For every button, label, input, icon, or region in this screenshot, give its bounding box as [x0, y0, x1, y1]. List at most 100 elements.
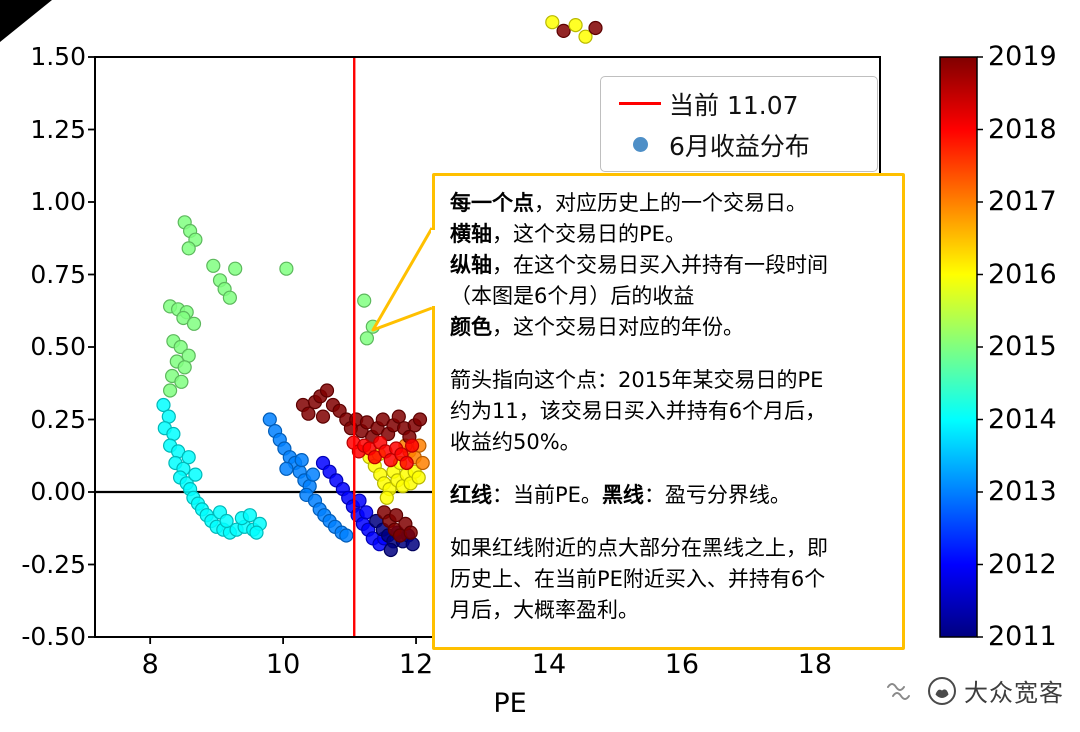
y-tick-label: 0.50 — [30, 332, 86, 361]
red-line-swatch — [619, 102, 661, 105]
scatter-point — [279, 461, 294, 476]
y-tick-label: 0.25 — [30, 404, 86, 434]
scatter-point — [359, 415, 374, 430]
annotation-line: （本图是6个月）后的收益 — [450, 284, 695, 308]
scatter-point — [228, 261, 243, 276]
colorbar-tick-label: 2013 — [988, 476, 1057, 507]
y-tick-label: 0.00 — [30, 477, 86, 506]
corner-fold-decoration — [0, 0, 52, 42]
scatter-point — [383, 542, 398, 558]
scatter-point — [181, 241, 196, 256]
scatter-point — [249, 525, 264, 540]
legend-label: 6月收益分布 — [669, 131, 810, 161]
annotation-line: 收益约50%。 — [450, 430, 581, 454]
scatter-point — [359, 505, 374, 520]
x-tick-label: 8 — [141, 649, 159, 680]
scatter-point — [405, 537, 420, 552]
scatter-point — [181, 450, 196, 465]
scatter-point — [568, 18, 583, 33]
scatter-point — [367, 450, 382, 465]
scatter-point — [379, 490, 394, 505]
annotation-line: 箭头指向这个点：2015年某交易日的PE — [450, 368, 824, 392]
annotation-line: 红线：当前PE。黑线：盈亏分界线。 — [450, 483, 791, 507]
annotation-text: 每一个点，对应历史上的一个交易日。 横轴，这个交易日的PE。纵轴，在这个交易日买入… — [450, 188, 887, 626]
scatter-point — [188, 467, 203, 482]
blue-dot-swatch — [632, 137, 648, 152]
x-tick-label: 14 — [531, 649, 567, 680]
scatter-point — [578, 29, 593, 44]
scatter-point — [174, 374, 189, 389]
y-tick-label: -0.25 — [21, 549, 86, 579]
scatter-point — [405, 438, 420, 453]
scatter-point — [556, 23, 571, 38]
scatter-point — [163, 383, 178, 398]
colorbar-tick-label: 2016 — [988, 258, 1057, 290]
wave-icon — [887, 682, 910, 700]
scatter-point — [305, 467, 321, 482]
scatter-point — [173, 339, 188, 355]
colorbar-tick-label: 2011 — [988, 621, 1057, 652]
scatter-point — [339, 528, 354, 543]
scatter-point — [177, 360, 192, 375]
y-tick-label: -0.50 — [21, 622, 86, 651]
scatter-point — [352, 493, 367, 508]
annotation-line: 横轴，这个交易日的PE。 — [450, 222, 686, 246]
colorbar-tick-label: 2017 — [988, 186, 1057, 217]
x-tick-label: 10 — [265, 649, 301, 680]
scatter-point — [319, 383, 335, 398]
y-tick-label: 1.50 — [30, 42, 86, 71]
legend-dot-marker — [611, 137, 669, 152]
annotation-line: 历史上、在当前PE附近买入、并持有6个 — [450, 567, 826, 591]
colorbar-tick-label: 2019 — [988, 41, 1057, 72]
x-tick-label: 18 — [797, 649, 833, 680]
annotation-line: 纵轴，在这个交易日买入并持有一段时间 — [450, 253, 828, 277]
annotation-line: 每一个点，对应历史上的一个交易日。 — [450, 191, 807, 215]
scatter-point — [357, 293, 372, 308]
watermark: 大众宽客 — [886, 673, 1064, 708]
annotation-line — [450, 511, 887, 533]
legend-label: 当前 11.07 — [669, 90, 799, 120]
brand-logo-icon — [928, 676, 956, 705]
annotation-line — [450, 458, 887, 480]
x-tick-label: 12 — [398, 649, 434, 680]
scatter-point — [403, 525, 418, 540]
legend-item: 6月收益分布 — [611, 124, 867, 165]
scatter-point — [389, 508, 404, 523]
scatter-point — [279, 261, 294, 276]
scatter-point — [176, 310, 191, 326]
brand-name: 大众宽客 — [964, 679, 1064, 707]
scatter-point — [262, 412, 277, 427]
annotation-line: 颜色，这个交易日对应的年份。 — [450, 315, 744, 339]
annotation-line: 约为11，该交易日买入并持有6个月后， — [450, 399, 827, 423]
annotation-callout-arrow — [371, 227, 440, 332]
scatter-point — [588, 20, 603, 36]
colorbar-tick-label: 2018 — [988, 113, 1057, 145]
scatter-point — [383, 453, 398, 468]
x-tick-label: 16 — [664, 649, 700, 680]
y-tick-label: 1.25 — [30, 114, 86, 144]
legend-rows: 当前 11.07 6月收益分布 — [611, 83, 867, 165]
annotation-line: 如果红线附近的点大部分在黑线之上，即 — [450, 536, 828, 560]
scatter-point — [156, 397, 171, 413]
y-tick-label: 1.00 — [30, 187, 86, 216]
scatter-point — [545, 15, 560, 30]
scatter-point — [242, 508, 257, 523]
scatter-point — [399, 455, 414, 471]
scatter-point — [206, 258, 221, 273]
scatter-point — [222, 290, 237, 305]
scatter-point — [391, 409, 406, 424]
annotation-line — [450, 343, 887, 365]
legend: 当前 11.07 6月收益分布 — [600, 76, 878, 172]
scatter-point — [219, 513, 234, 529]
y-tick-label: 0.75 — [30, 259, 86, 289]
scatter-point — [415, 455, 430, 471]
scatter-point — [294, 453, 309, 468]
scatter-point — [166, 426, 181, 442]
scatter-point — [315, 409, 331, 424]
colorbar-tick-label: 2014 — [988, 403, 1057, 435]
scatter-point — [359, 331, 374, 346]
colorbar-tick-label: 2015 — [988, 331, 1057, 362]
scatter-point — [301, 406, 316, 421]
